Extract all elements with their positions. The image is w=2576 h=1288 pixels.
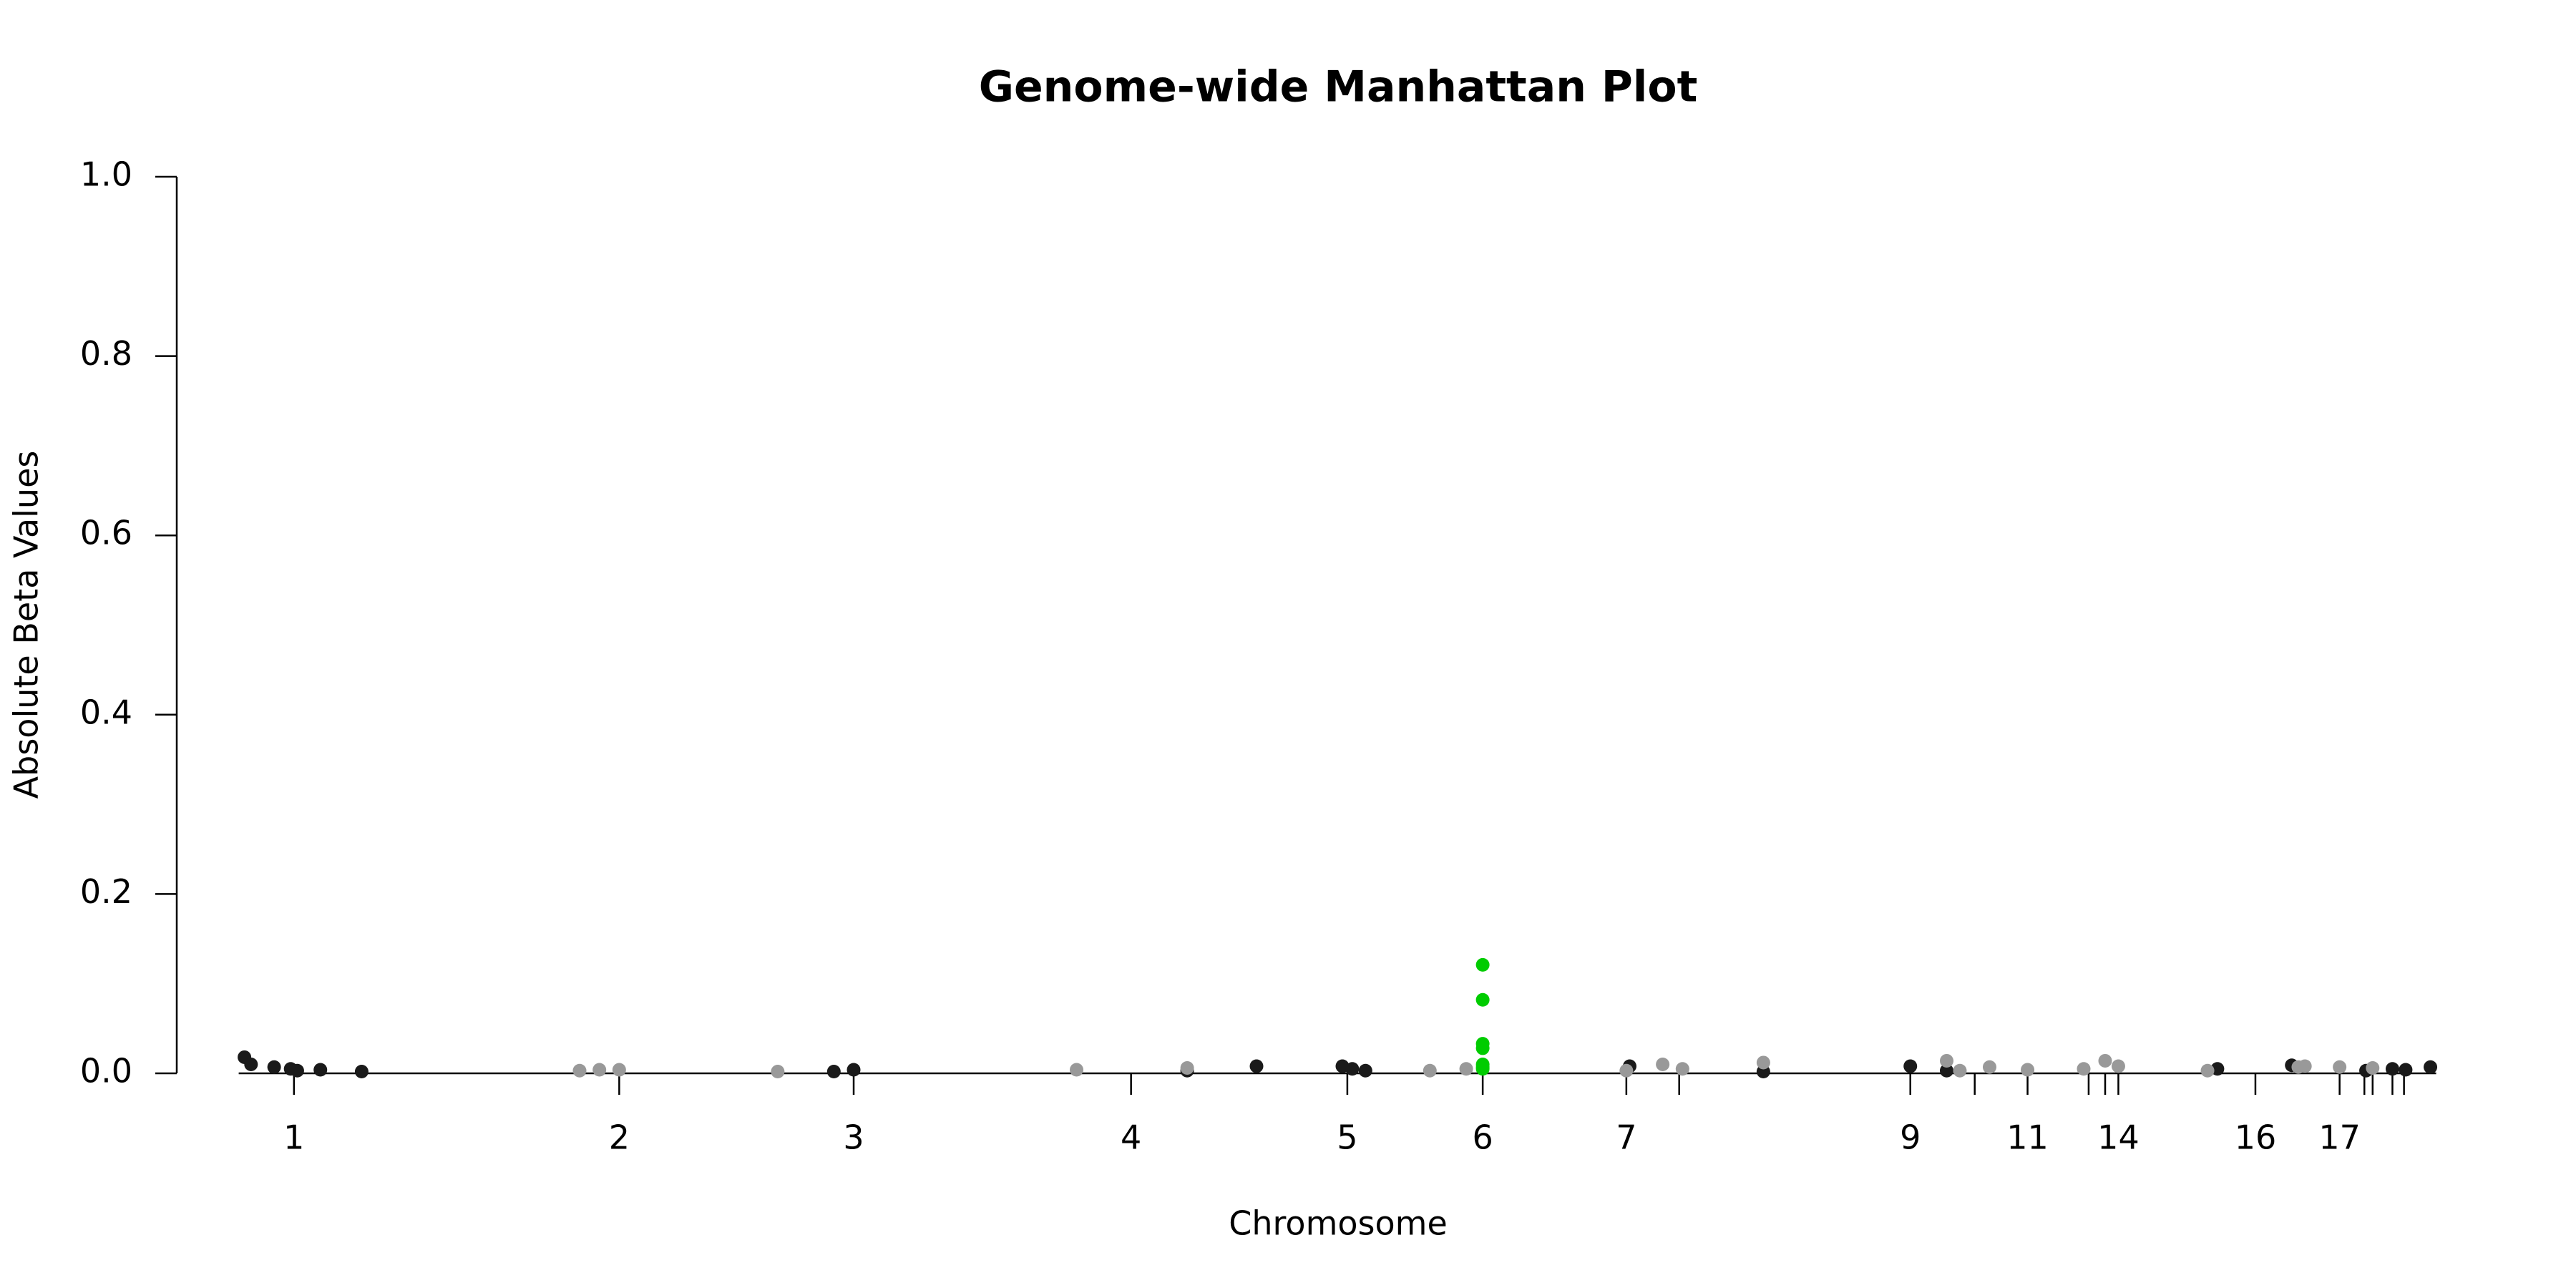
point xyxy=(1953,1063,1967,1078)
point xyxy=(2200,1063,2215,1078)
y-tick-label: 0.8 xyxy=(80,334,132,373)
point xyxy=(1358,1063,1372,1078)
point xyxy=(1675,1062,1689,1076)
point xyxy=(2111,1059,2125,1073)
point xyxy=(1656,1057,1670,1071)
point xyxy=(771,1064,785,1078)
point xyxy=(1475,1062,1490,1076)
x-tick-label: 1 xyxy=(283,1118,304,1157)
point xyxy=(1345,1062,1360,1076)
point xyxy=(1982,1060,1996,1074)
point xyxy=(244,1057,258,1071)
point xyxy=(1249,1059,1264,1073)
point xyxy=(1903,1059,1918,1073)
point xyxy=(1423,1063,1437,1078)
point xyxy=(1475,1041,1490,1055)
point xyxy=(2366,1060,2380,1075)
point xyxy=(313,1063,328,1077)
point xyxy=(612,1063,626,1077)
chart-title: Genome-wide Manhattan Plot xyxy=(979,62,1698,112)
x-tick-label: 5 xyxy=(1337,1118,1357,1157)
point xyxy=(1459,1062,1473,1076)
y-tick-label: 0.2 xyxy=(80,872,132,911)
y-axis-label: Absolute Beta Values xyxy=(7,451,46,799)
point xyxy=(847,1063,861,1077)
x-tick-label: 11 xyxy=(2006,1118,2049,1157)
x-tick-label: 16 xyxy=(2235,1118,2277,1157)
point xyxy=(267,1060,281,1074)
x-tick-label: 14 xyxy=(2097,1118,2140,1157)
x-tick-label: 7 xyxy=(1616,1118,1636,1157)
point xyxy=(1475,957,1490,972)
point xyxy=(2385,1062,2399,1076)
y-tick-label: 0.6 xyxy=(80,514,132,552)
x-tick-label: 17 xyxy=(2318,1118,2361,1157)
point xyxy=(1180,1060,1194,1075)
point xyxy=(354,1064,369,1078)
point xyxy=(2021,1063,2035,1077)
point xyxy=(2077,1062,2091,1076)
y-tick-label: 1.0 xyxy=(80,155,132,194)
x-tick-label: 9 xyxy=(1900,1118,1921,1157)
point xyxy=(1756,1055,1770,1070)
y-tick-label: 0.4 xyxy=(80,693,132,731)
x-axis-label: Chromosome xyxy=(1229,1204,1448,1243)
point xyxy=(2399,1063,2413,1077)
point xyxy=(1475,992,1490,1007)
point xyxy=(2098,1053,2112,1068)
x-tick-label: 2 xyxy=(609,1118,630,1157)
x-tick-label: 4 xyxy=(1121,1118,1141,1157)
point xyxy=(826,1064,841,1078)
x-tick-label: 6 xyxy=(1472,1118,1493,1157)
point xyxy=(1619,1063,1634,1078)
point xyxy=(592,1063,607,1077)
y-tick-label: 0.0 xyxy=(80,1052,132,1091)
point xyxy=(2298,1059,2312,1073)
point xyxy=(290,1063,304,1078)
point xyxy=(1939,1063,1953,1078)
point xyxy=(572,1063,587,1078)
point xyxy=(2424,1060,2438,1074)
point xyxy=(2333,1060,2347,1074)
point xyxy=(1070,1063,1084,1077)
x-tick-label: 3 xyxy=(843,1118,864,1157)
point xyxy=(1939,1053,1953,1068)
